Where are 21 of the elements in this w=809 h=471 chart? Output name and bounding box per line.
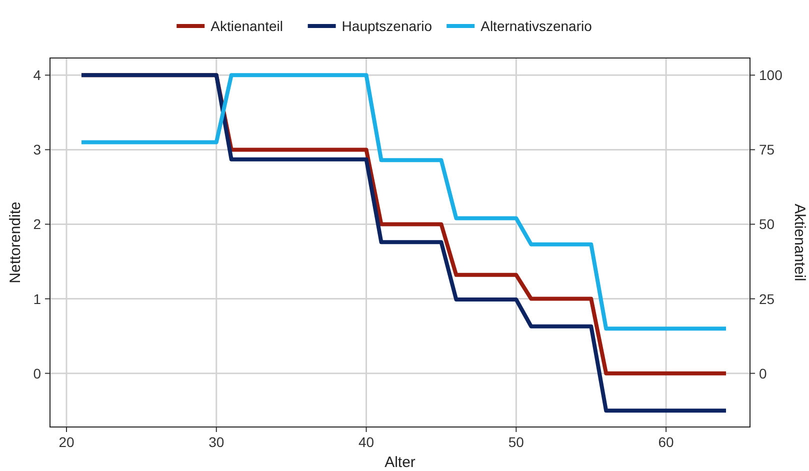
legend-label: Hauptszenario — [342, 18, 432, 34]
legend-label: Alternativszenario — [480, 18, 592, 34]
y2-tick-label: 0 — [759, 365, 767, 382]
x-tick-label: 20 — [58, 434, 74, 450]
y2-axis-title: Aktienanteil — [791, 204, 808, 282]
y2-tick-label: 25 — [759, 290, 775, 307]
y2-tick-label: 50 — [759, 216, 775, 232]
y2-tick-label: 75 — [759, 142, 775, 158]
y2-tick-label: 100 — [759, 67, 783, 84]
x-tick-label: 50 — [508, 434, 524, 450]
y-tick-label: 4 — [33, 67, 42, 84]
y-tick-label: 3 — [33, 142, 42, 158]
y-axis-title: Nettorendite — [7, 202, 24, 284]
x-tick-label: 40 — [358, 434, 374, 450]
x-tick-label: 60 — [658, 434, 674, 450]
legend-label: Aktienanteil — [210, 18, 283, 34]
y-tick-label: 1 — [33, 290, 42, 307]
x-tick-label: 30 — [208, 434, 224, 450]
x-axis-title: Alter — [384, 454, 416, 471]
y-tick-label: 0 — [33, 365, 42, 382]
y-tick-label: 2 — [33, 216, 42, 232]
